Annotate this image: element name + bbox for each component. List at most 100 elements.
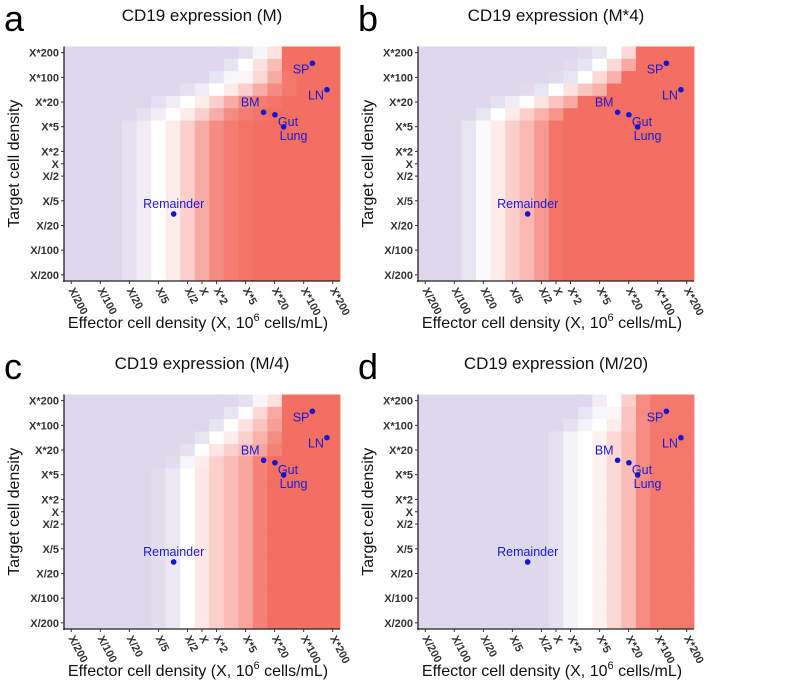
heatmap-cell bbox=[650, 505, 666, 519]
heatmap-cell bbox=[679, 157, 695, 171]
heatmap-cell bbox=[281, 505, 297, 519]
heatmap-cell bbox=[519, 579, 535, 593]
heatmap-cell bbox=[650, 132, 666, 146]
panel-title: CD19 expression (M*4) bbox=[468, 6, 645, 25]
heatmap-cell bbox=[252, 554, 268, 568]
y-tick-label: X*5 bbox=[395, 122, 413, 134]
heatmap-cell bbox=[577, 480, 593, 494]
y-tick-label: X/20 bbox=[390, 568, 413, 580]
heatmap-cell bbox=[107, 406, 123, 420]
heatmap-cell bbox=[635, 616, 651, 630]
heatmap-cell bbox=[490, 493, 506, 506]
heatmap-cell bbox=[252, 58, 268, 72]
x-axis-title-text-end: cells/mL) bbox=[614, 663, 682, 680]
heatmap-cell bbox=[548, 616, 564, 630]
heatmap-cell bbox=[194, 219, 210, 233]
y-tick-label: X/100 bbox=[30, 245, 59, 257]
heatmap-cell bbox=[238, 71, 254, 84]
heatmap-cell bbox=[252, 431, 268, 445]
heatmap-cell bbox=[267, 169, 283, 183]
heatmap-cell bbox=[267, 219, 283, 233]
heatmap-cell bbox=[490, 616, 506, 630]
heatmap-cell bbox=[490, 46, 506, 60]
heatmap-cell bbox=[664, 231, 680, 245]
heatmap-cell bbox=[418, 58, 433, 72]
y-tick-label: X/200 bbox=[384, 270, 413, 282]
heatmap-cell bbox=[592, 530, 608, 543]
heatmap-cell bbox=[93, 206, 108, 220]
heatmap-cell bbox=[223, 468, 239, 482]
heatmap-cell bbox=[635, 517, 651, 531]
heatmap-cell bbox=[490, 256, 506, 270]
heatmap-cell bbox=[577, 616, 593, 630]
heatmap-cell bbox=[592, 480, 608, 494]
heatmap-cell bbox=[519, 120, 535, 134]
heatmap-cell bbox=[447, 480, 462, 494]
heatmap-cell bbox=[563, 46, 579, 60]
heatmap-cell bbox=[64, 419, 79, 432]
heatmap-cell bbox=[621, 46, 637, 60]
heatmap-cell bbox=[606, 71, 622, 84]
heatmap-cell bbox=[635, 256, 651, 270]
heatmap-cell bbox=[548, 604, 564, 618]
heatmap-cell bbox=[180, 157, 196, 171]
heatmap-cell bbox=[78, 157, 94, 171]
heatmap-cell bbox=[194, 419, 210, 432]
heatmap-cell bbox=[194, 182, 210, 195]
heatmap-cell bbox=[418, 419, 433, 432]
heatmap-cell bbox=[490, 194, 506, 208]
heatmap-cell bbox=[267, 567, 283, 581]
heatmap-cell bbox=[432, 419, 448, 432]
heatmap-cell bbox=[490, 206, 506, 220]
heatmap-cell bbox=[151, 493, 167, 506]
heatmap-cell bbox=[296, 256, 312, 270]
heatmap-cell bbox=[447, 517, 462, 531]
heatmap-cell bbox=[194, 591, 210, 605]
heatmap-cell bbox=[209, 480, 225, 494]
heatmap-cell bbox=[180, 108, 196, 121]
heatmap-cell bbox=[107, 108, 123, 121]
heatmap-cell bbox=[180, 58, 196, 72]
heatmap-cell bbox=[577, 567, 593, 581]
heatmap-cell bbox=[194, 243, 210, 257]
heatmap-cell bbox=[650, 256, 666, 270]
heatmap-cell bbox=[650, 145, 666, 158]
heatmap-cell bbox=[635, 108, 651, 121]
heatmap-cell bbox=[461, 443, 477, 457]
heatmap-cell bbox=[165, 95, 181, 109]
heatmap-cell bbox=[93, 145, 108, 158]
heatmap-cell bbox=[519, 480, 535, 494]
heatmap-cell bbox=[310, 132, 326, 146]
heatmap-cell bbox=[447, 108, 462, 121]
heatmap-cell bbox=[432, 517, 448, 531]
heatmap-cell bbox=[122, 157, 138, 171]
heatmap-cell bbox=[621, 231, 637, 245]
heatmap-cell bbox=[194, 46, 210, 60]
heatmap-cell bbox=[447, 542, 462, 556]
heatmap-cell bbox=[194, 194, 210, 208]
heatmap-cell bbox=[64, 256, 79, 270]
heatmap-cell bbox=[476, 517, 492, 531]
heatmap-cell bbox=[252, 71, 268, 84]
heatmap-cell bbox=[122, 567, 138, 581]
heatmap-cell bbox=[238, 182, 254, 195]
heatmap-cell bbox=[577, 591, 593, 605]
heatmap-cell bbox=[223, 505, 239, 519]
heatmap-cell bbox=[223, 108, 239, 121]
heatmap-cell bbox=[325, 95, 341, 109]
heatmap-cell bbox=[548, 406, 564, 420]
heatmap-cell bbox=[490, 480, 506, 494]
heatmap-cell bbox=[209, 604, 225, 618]
heatmap-cell bbox=[418, 431, 433, 445]
heatmap-cell bbox=[194, 579, 210, 593]
heatmap-cell bbox=[209, 145, 225, 158]
panel-label: a bbox=[4, 0, 25, 39]
heatmap-cell bbox=[165, 579, 181, 593]
heatmap-cell bbox=[281, 542, 297, 556]
heatmap-cell bbox=[93, 591, 108, 605]
heatmap-cell bbox=[310, 591, 326, 605]
heatmap-cell bbox=[136, 182, 152, 195]
heatmap-cell bbox=[267, 419, 283, 432]
heatmap-cell bbox=[281, 256, 297, 270]
heatmap-cell bbox=[548, 108, 564, 121]
